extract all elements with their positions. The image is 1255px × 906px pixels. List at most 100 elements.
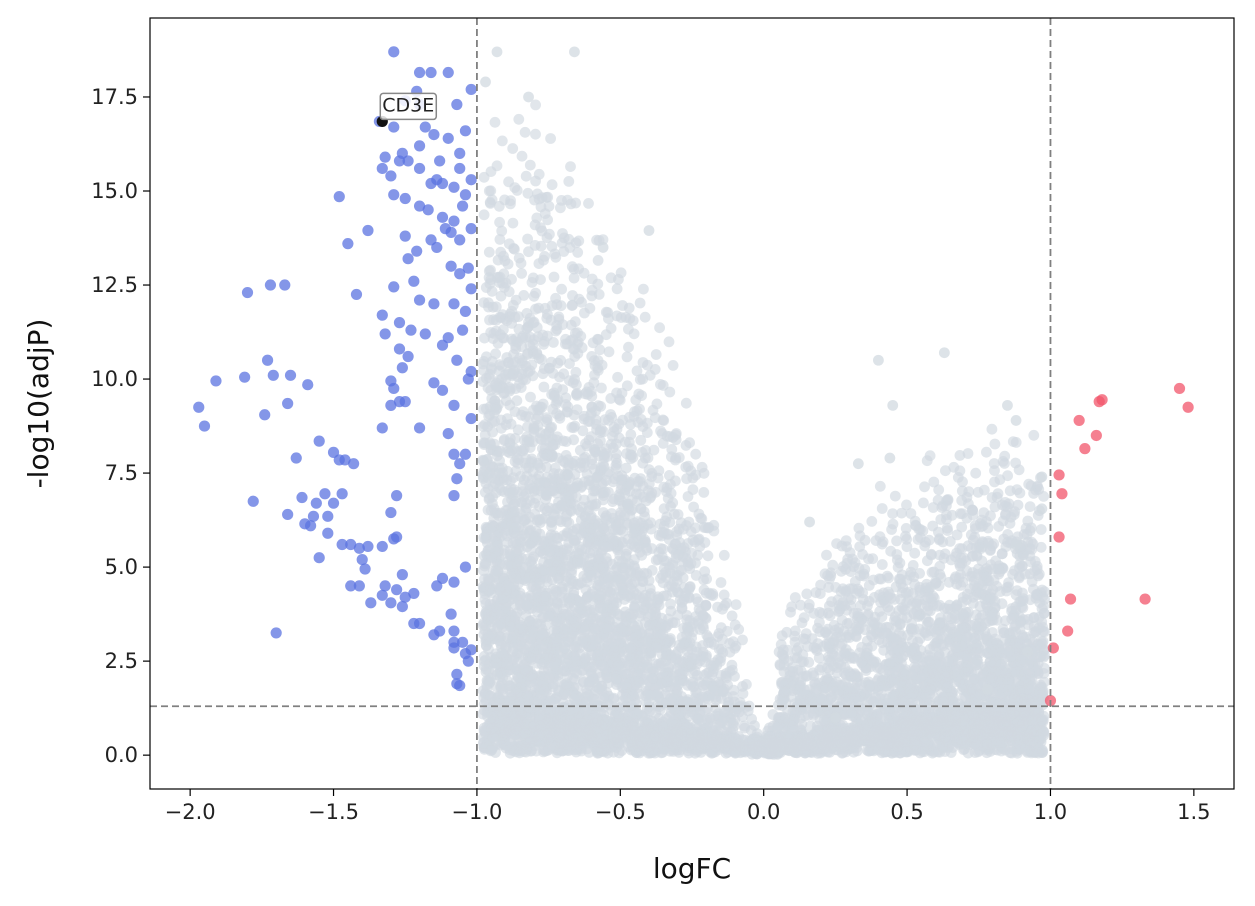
ns-point [586,401,598,413]
ns-point [478,209,490,221]
ns-point [498,324,509,335]
ns-point [648,444,660,456]
ns-point [1035,524,1047,535]
ns-point [546,521,557,532]
ns-point [655,543,667,554]
ns-point [821,549,832,561]
ns-point [480,666,492,678]
ns-point [941,522,953,534]
ns-point [593,289,605,300]
ns-point [583,198,594,209]
ns-point [705,636,717,648]
ns-point [538,381,550,393]
nonsignificant-points [477,46,1050,760]
ns-point [688,501,699,513]
ns-point [624,411,635,423]
ns-point [567,290,578,301]
ns-point [492,337,504,349]
ns-point [568,272,580,284]
ns-point [664,386,676,398]
ns-point [556,195,567,206]
ns-point [605,272,617,284]
ns-point [538,254,549,266]
ns-point [484,369,496,380]
ns-point [624,313,636,324]
ns-point [538,338,550,350]
ns-point [544,228,555,240]
ns-point [551,395,563,407]
ns-point [496,225,508,237]
ns-point [991,491,1003,503]
ns-point [787,662,798,673]
ns-point [701,573,712,585]
ns-point [904,570,916,581]
ns-point [483,246,495,258]
ns-point [894,619,906,630]
ns-point [690,448,702,460]
ns-point [522,233,533,245]
ns-point [563,176,575,187]
ns-point [890,581,902,593]
ns-point [970,467,982,479]
ns-point [909,547,921,559]
ns-point [639,311,651,323]
ns-point [687,534,699,546]
ns-point [615,267,627,279]
ns-point [641,568,653,579]
ns-point [524,159,536,171]
ns-point [1024,501,1036,512]
ns-point [635,434,647,446]
ns-point [957,596,969,608]
ns-point [572,504,584,516]
ns-point [495,682,507,694]
ns-point [519,126,531,138]
ns-point [702,550,714,562]
ns-point [630,394,642,406]
ns-point [480,478,492,489]
ns-point [670,429,682,441]
ns-point [556,283,567,295]
ns-point [513,113,525,125]
ns-point [650,349,662,360]
ns-point [948,461,960,473]
ns-point [721,625,733,637]
ns-point [1016,601,1028,613]
ns-point [520,170,532,182]
ns-point [808,607,820,619]
ns-point [498,250,509,262]
ns-point [488,520,499,532]
ns-point [665,479,676,490]
ns-point [919,540,931,552]
ns-point [737,688,749,699]
ns-point [866,640,878,652]
ns-point [565,161,576,173]
ns-point [940,465,951,477]
ns-point [623,323,634,335]
ns-point [546,241,558,252]
ns-point [654,322,665,334]
ns-point [525,391,536,403]
ns-point [717,603,728,615]
ns-point [933,484,945,496]
ns-point [486,356,498,367]
ns-point [878,644,890,656]
ns-point [529,219,541,231]
ns-point [520,600,532,611]
ns-point [1035,541,1047,553]
ns-point [530,99,541,111]
ns-point [962,448,974,459]
ns-point [896,507,907,519]
ns-point [781,626,793,638]
ns-point [740,701,751,713]
ns-point [545,133,556,144]
ns-point [603,346,615,358]
ns-point [484,196,496,208]
ns-point [535,274,546,285]
ns-point [933,526,944,538]
ns-point [789,592,801,603]
ns-point [494,234,506,245]
ns-point [901,499,912,511]
ns-point [907,560,919,571]
ns-point [634,297,646,309]
